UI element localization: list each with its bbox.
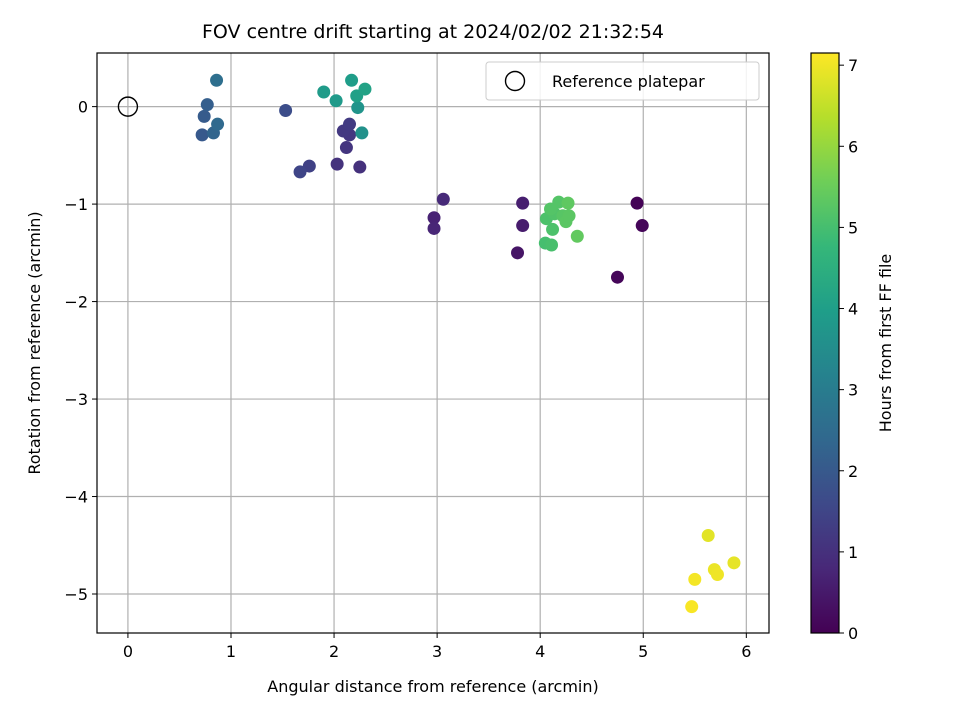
colorbar-gradient [810,52,840,634]
y-tick-label: −4 [64,488,88,507]
data-points [195,73,741,614]
x-axis-label: Angular distance from reference (arcmin) [267,677,598,696]
legend: Reference platepar [485,61,760,101]
data-point [293,165,307,179]
data-point [561,196,575,210]
colorbar: 0 1 2 3 4 5 6 7 Hours from first FF file [810,52,895,643]
y-tick-label: −1 [64,195,88,214]
y-tick-label: −2 [64,293,88,312]
data-point [302,159,316,173]
colorbar-ticks: 0 1 2 3 4 5 6 7 [839,56,858,643]
y-axis-ticks: 0 −1 −2 −3 −4 −5 [64,98,97,604]
data-point [339,141,353,155]
data-point [351,101,365,115]
y-tick-label: 0 [78,98,88,117]
data-point [358,82,372,96]
colorbar-tick-label: 0 [848,624,858,643]
data-point [635,219,649,233]
data-point [211,117,225,131]
colorbar-label: Hours from first FF file [876,254,895,433]
data-point [329,94,343,108]
data-point [516,196,530,210]
data-point [570,229,584,243]
data-point [545,238,559,252]
y-tick-label: −3 [64,390,88,409]
legend-box [485,61,760,101]
reference-point-marker [117,96,139,117]
data-point [195,128,209,142]
data-point [436,192,450,206]
data-point [630,196,644,210]
data-point [343,117,357,131]
data-point [330,157,344,171]
grid [97,53,769,633]
x-tick-label: 2 [329,642,339,661]
data-point [727,556,741,570]
x-tick-label: 5 [638,642,648,661]
colorbar-tick-label: 4 [848,300,858,319]
y-axis-label: Rotation from reference (arcmin) [25,211,44,474]
data-point [279,104,293,118]
plot-frame [96,52,770,634]
colorbar-tick-label: 6 [848,137,858,156]
colorbar-tick-label: 2 [848,462,858,481]
x-tick-label: 4 [535,642,545,661]
data-point [353,160,367,174]
data-point [197,109,211,123]
data-point [200,98,214,112]
colorbar-tick-label: 7 [848,56,858,75]
colorbar-tick-label: 5 [848,218,858,237]
x-tick-label: 6 [741,642,751,661]
data-point [562,209,576,223]
data-point [345,73,359,87]
data-point [701,529,715,543]
data-point [546,222,560,236]
data-point [427,211,441,225]
data-point [688,572,702,586]
colorbar-tick-label: 1 [848,543,858,562]
data-point [685,600,699,614]
data-point [210,73,224,87]
legend-label: Reference platepar [552,72,705,91]
data-point [511,246,525,260]
data-point [317,85,331,99]
x-tick-label: 1 [226,642,236,661]
data-point [610,270,624,284]
data-point [427,221,441,235]
x-axis-ticks: 0 1 2 3 4 5 6 [123,633,751,661]
chart-title: FOV centre drift starting at 2024/02/02 … [202,21,664,43]
colorbar-tick-label: 3 [848,381,858,400]
data-point [355,126,369,140]
x-tick-label: 0 [123,642,133,661]
data-point [710,568,724,582]
y-tick-label: −5 [64,585,88,604]
x-tick-label: 3 [432,642,442,661]
data-point [516,219,530,233]
legend-marker-icon [504,70,526,92]
